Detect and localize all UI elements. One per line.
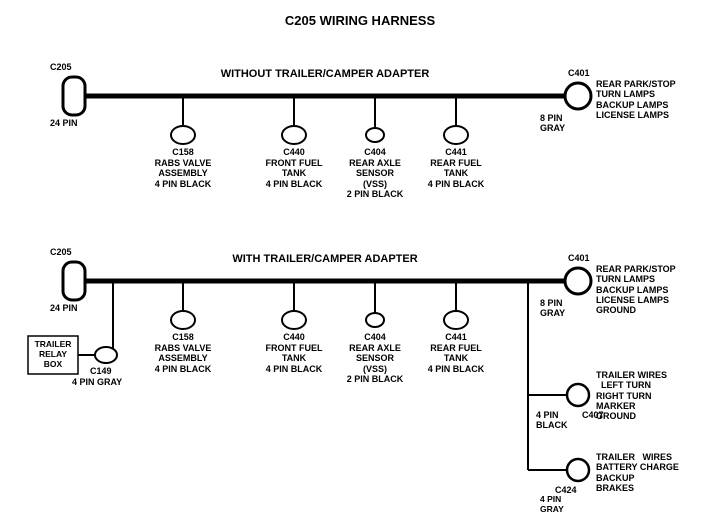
drop-desc-1-0: RABS VALVE ASSEMBLY 4 PIN BLACK xyxy=(145,343,221,374)
drop-desc-1-1: FRONT FUEL TANK 4 PIN BLACK xyxy=(256,343,332,374)
conn-id-c401-bot: C401 xyxy=(568,253,590,263)
conn-pins-c205-top: 24 PIN xyxy=(50,118,78,128)
section-subtitle-0: WITHOUT TRAILER/CAMPER ADAPTER xyxy=(130,68,520,80)
drop-id-0-0: C158 xyxy=(158,147,208,157)
conn-pins-c407: 4 PIN BLACK xyxy=(536,410,568,431)
conn-pins-c149: 4 PIN GRAY xyxy=(72,377,122,387)
trailer-relay-box-label: TRAILER RELAY BOX xyxy=(30,340,76,369)
drop-id-0-1: C440 xyxy=(269,147,319,157)
conn-desc-c401-bot: REAR PARK/STOP TURN LAMPS BACKUP LAMPS L… xyxy=(596,264,676,316)
drop-id-0-2: C404 xyxy=(350,147,400,157)
drop-desc-1-3: REAR FUEL TANK 4 PIN BLACK xyxy=(418,343,494,374)
conn-pins-c205-bot: 24 PIN xyxy=(50,303,78,313)
drop-desc-1-2: REAR AXLE SENSOR (VSS) 2 PIN BLACK xyxy=(337,343,413,384)
drop-id-1-0: C158 xyxy=(158,332,208,342)
drop-desc-0-3: REAR FUEL TANK 4 PIN BLACK xyxy=(418,158,494,189)
conn-id-c401-top: C401 xyxy=(568,68,590,78)
conn-id-c205-top: C205 xyxy=(50,62,72,72)
drop-id-1-2: C404 xyxy=(350,332,400,342)
conn-pins-c401-top: 8 PIN GRAY xyxy=(540,113,565,134)
drop-id-1-1: C440 xyxy=(269,332,319,342)
conn-desc-c424: TRAILER WIRES BATTERY CHARGE BACKUP BRAK… xyxy=(596,452,679,493)
conn-id-c149: C149 xyxy=(90,366,112,376)
diagram-canvas: C205 WIRING HARNESS WITHOUT TRAILER/CAMP… xyxy=(0,0,720,517)
drop-desc-0-0: RABS VALVE ASSEMBLY 4 PIN BLACK xyxy=(145,158,221,189)
drop-id-0-3: C441 xyxy=(431,147,481,157)
drop-id-1-3: C441 xyxy=(431,332,481,342)
conn-desc-c401-top: REAR PARK/STOP TURN LAMPS BACKUP LAMPS L… xyxy=(596,79,676,120)
section-subtitle-1: WITH TRAILER/CAMPER ADAPTER xyxy=(145,253,505,265)
diagram-title: C205 WIRING HARNESS xyxy=(0,13,720,28)
conn-pins-c424: 4 PIN GRAY xyxy=(540,495,564,515)
conn-pins-c401-bot: 8 PIN GRAY xyxy=(540,298,565,319)
conn-desc-c407: TRAILER WIRES LEFT TURN RIGHT TURN MARKE… xyxy=(596,370,667,422)
conn-id-c205-bot: C205 xyxy=(50,247,72,257)
drop-desc-0-1: FRONT FUEL TANK 4 PIN BLACK xyxy=(256,158,332,189)
drop-desc-0-2: REAR AXLE SENSOR (VSS) 2 PIN BLACK xyxy=(337,158,413,199)
